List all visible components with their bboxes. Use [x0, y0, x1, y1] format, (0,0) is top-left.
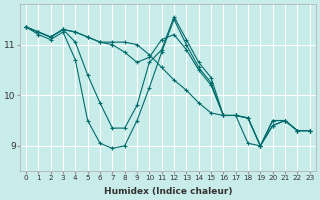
- X-axis label: Humidex (Indice chaleur): Humidex (Indice chaleur): [104, 187, 232, 196]
